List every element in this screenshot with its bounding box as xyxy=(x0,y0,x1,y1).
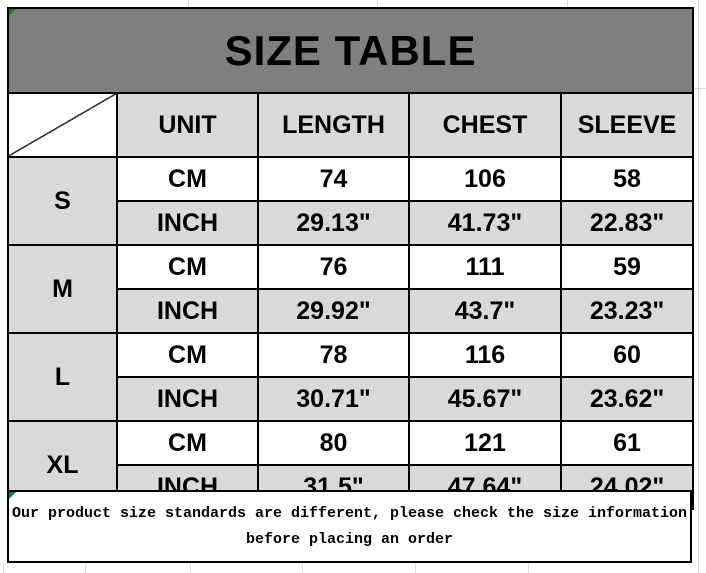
value-cell: 45.67" xyxy=(408,376,562,422)
value-cell: 78 xyxy=(257,332,410,378)
cell-flag-icon xyxy=(9,9,16,16)
unit-label: CM xyxy=(116,420,259,466)
gridline xyxy=(528,563,529,573)
table-row: L CM 78 116 60 xyxy=(7,332,695,422)
col-header-length: LENGTH xyxy=(257,92,410,158)
unit-label: CM xyxy=(116,244,259,290)
col-header-unit: UNIT xyxy=(116,92,259,158)
size-note-line1: Our product size standards are different… xyxy=(11,505,688,522)
value-cell: 23.62" xyxy=(559,376,695,422)
table-title: SIZE TABLE xyxy=(6,7,695,94)
gridline xyxy=(188,0,189,7)
table-row: INCH 30.71" 45.67" 23.62" xyxy=(8,376,695,422)
unit-label: INCH xyxy=(116,200,259,246)
unit-label: INCH xyxy=(116,376,259,422)
gridline xyxy=(85,563,86,573)
gridline xyxy=(302,563,303,573)
unit-label: CM xyxy=(116,156,259,202)
value-cell: 121 xyxy=(408,420,562,466)
diagonal-corner-cell xyxy=(7,92,118,158)
value-cell: 80 xyxy=(257,420,410,466)
cell-flag-icon xyxy=(9,492,16,499)
value-cell: 29.13" xyxy=(257,200,410,246)
value-cell: 43.7" xyxy=(408,288,562,334)
table-row: INCH 29.92" 43.7" 23.23" xyxy=(8,288,695,334)
value-cell: 61 xyxy=(559,420,695,466)
table-row: M CM 76 111 59 xyxy=(7,244,695,334)
gridline xyxy=(377,0,378,7)
gridline xyxy=(567,0,568,7)
value-cell: 22.83" xyxy=(559,200,695,246)
unit-label: INCH xyxy=(116,288,259,334)
value-cell: 74 xyxy=(257,156,410,202)
size-note: Our product size standards are different… xyxy=(7,490,692,563)
table-row: XL CM 80 121 61 xyxy=(7,420,695,510)
gridline xyxy=(415,563,416,573)
value-cell: 106 xyxy=(408,156,562,202)
col-header-chest: CHEST xyxy=(408,92,562,158)
value-cell: 41.73" xyxy=(408,200,562,246)
col-header-sleeve: SLEEVE xyxy=(559,92,695,158)
size-table: SIZE TABLE UNIT LENGTH CHEST SLEEVE S CM… xyxy=(6,7,695,510)
table-row: S CM 74 106 58 xyxy=(7,156,695,246)
value-cell: 59 xyxy=(559,244,695,290)
value-cell: 111 xyxy=(408,244,562,290)
size-label-l: L xyxy=(7,332,118,422)
size-label-s: S xyxy=(7,156,118,246)
gridline xyxy=(3,563,4,573)
value-cell: 23.23" xyxy=(559,288,695,334)
value-cell: 29.92" xyxy=(257,288,410,334)
value-cell: 30.71" xyxy=(257,376,410,422)
value-cell: 116 xyxy=(408,332,562,378)
gridline xyxy=(692,88,706,89)
value-cell: 58 xyxy=(559,156,695,202)
gridline xyxy=(698,0,699,573)
value-cell: 76 xyxy=(257,244,410,290)
table-row: INCH 29.13" 41.73" 22.83" xyxy=(8,200,695,246)
unit-label: CM xyxy=(116,332,259,378)
gridline xyxy=(190,563,191,573)
value-cell: 60 xyxy=(559,332,695,378)
size-note-line2: before placing an order xyxy=(245,531,454,548)
size-label-m: M xyxy=(7,244,118,334)
